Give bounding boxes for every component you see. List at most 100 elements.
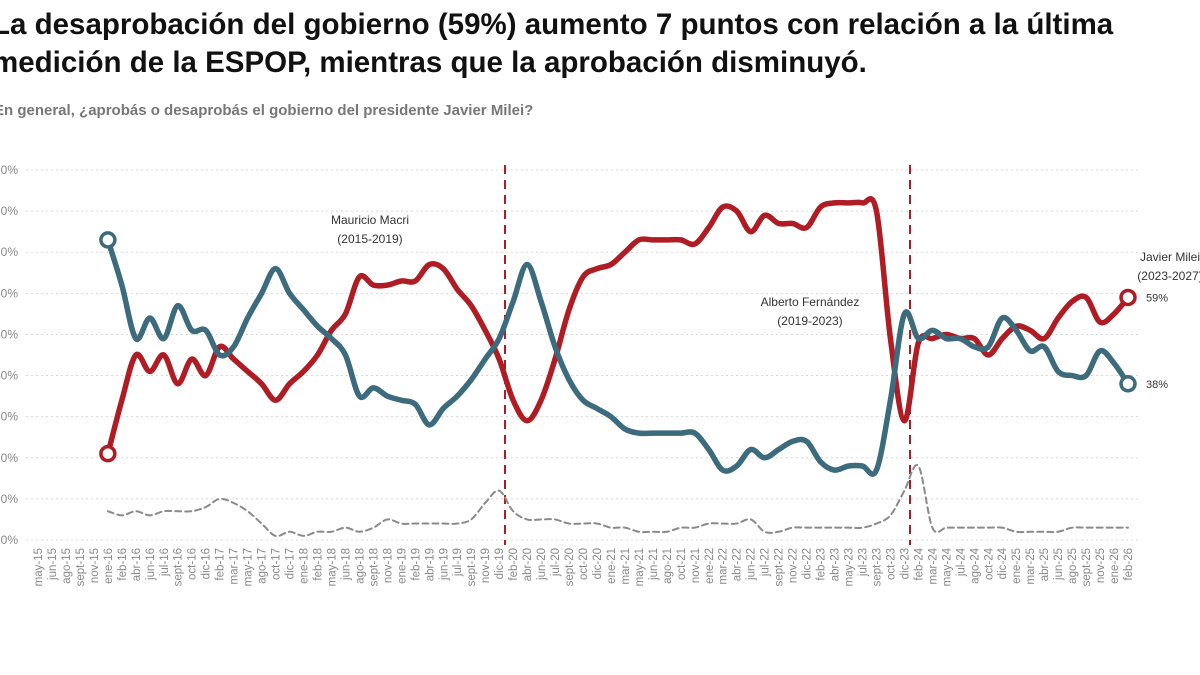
x-tick-label: sept-19 [466, 548, 478, 586]
x-tick-label: ene-18 [299, 548, 311, 584]
x-tick-label: dic-20 [592, 548, 604, 579]
x-tick-label: jun-19 [438, 548, 450, 581]
x-tick-label: dic-23 [899, 548, 911, 579]
x-tick-label: oct-23 [885, 548, 897, 580]
chart-title: La desaprobación del gobierno (59%) aume… [0, 8, 1114, 79]
x-tick-label: jul-24 [955, 547, 967, 577]
value-label: 38% [1146, 379, 1168, 391]
x-tick-label: may-15 [33, 548, 45, 586]
x-tick-label: feb-23 [816, 548, 828, 581]
x-tick-label: jul-22 [760, 548, 772, 577]
x-tick-label: sept-20 [564, 548, 576, 586]
x-tick-label: oct-20 [578, 548, 590, 580]
x-tick-label: may-21 [634, 548, 646, 586]
x-tick-label: oct-24 [983, 547, 995, 580]
x-tick-label: sept-25 [1081, 548, 1093, 586]
x-tick-label: nov-18 [382, 548, 394, 583]
x-tick-label: dic-22 [802, 548, 814, 579]
end-marker [1119, 288, 1137, 307]
x-tick-label: nov-21 [690, 548, 702, 583]
x-tick-label: feb-18 [312, 548, 324, 581]
x-tick-label: jul-16 [159, 548, 171, 577]
x-tick-label: feb-17 [215, 548, 227, 581]
x-tick-label: feb-20 [508, 548, 520, 581]
annotation: Mauricio Macri [331, 213, 409, 227]
x-tick-label: ago-15 [61, 548, 73, 584]
x-tick-label: may-18 [326, 548, 338, 586]
annotation: Alberto Fernández [761, 295, 860, 309]
y-tick-label: 30% [0, 410, 18, 424]
y-tick-label: 40% [0, 369, 18, 383]
x-tick-label: oct-17 [271, 548, 283, 580]
x-tick-label: abr-16 [131, 548, 143, 581]
x-tick-label: feb-19 [410, 548, 422, 581]
x-tick-label: ene-25 [1011, 548, 1023, 584]
x-tick-label: jun-21 [648, 548, 660, 581]
y-tick-label: 10% [0, 492, 18, 506]
x-tick-label: mar-24 [927, 547, 939, 584]
x-tick-label: ene-21 [606, 548, 618, 584]
annotation: Javier Milei [1140, 250, 1200, 264]
x-tick-label: nov-25 [1095, 548, 1107, 583]
x-tick-label: nov-15 [89, 548, 101, 583]
x-tick-label: nov-22 [788, 548, 800, 583]
x-tick-label: sept-15 [75, 548, 87, 586]
annotation: (2015-2019) [337, 232, 402, 246]
value-label: 59% [1146, 292, 1168, 304]
y-tick-label: 80% [0, 204, 18, 218]
x-tick-label: feb-24 [913, 547, 925, 580]
line-series [105, 237, 1131, 477]
x-tick-label: jul-19 [452, 548, 464, 577]
x-tick-label: ago-24 [969, 547, 981, 583]
x-tick-label: may-24 [941, 547, 953, 586]
x-tick-label: sept-23 [871, 548, 883, 586]
x-tick-label: may-23 [844, 548, 856, 586]
x-tick-label: oct-21 [676, 548, 688, 580]
y-tick-label: 60% [0, 286, 18, 300]
x-tick-label: feb-26 [1123, 548, 1135, 581]
annotation: (2019-2023) [777, 314, 842, 328]
x-tick-label: jun-15 [47, 548, 59, 581]
x-tick-label: ago-25 [1067, 548, 1079, 584]
x-tick-label: jun-18 [340, 548, 352, 581]
x-tick-label: ene-16 [103, 548, 115, 584]
x-tick-label: dic-19 [494, 548, 506, 579]
x-tick-label: abr-25 [1039, 548, 1051, 581]
end-marker [99, 444, 117, 463]
y-tick-label: 90% [0, 163, 18, 177]
x-tick-label: nov-19 [480, 548, 492, 583]
x-tick-label: dic-24 [997, 547, 1009, 579]
x-tick-label: abr-19 [424, 548, 436, 581]
x-tick-label: may-17 [243, 548, 255, 586]
x-tick-label: abr-22 [732, 548, 744, 581]
x-tick-label: jul-20 [550, 548, 562, 577]
x-tick-label: ago-18 [354, 548, 366, 584]
x-tick-label: sept-22 [774, 548, 786, 586]
end-marker [99, 231, 117, 249]
x-tick-label: dic-17 [285, 548, 297, 579]
annotation: (2023-2027) [1137, 269, 1200, 283]
x-tick-label: mar-17 [229, 548, 241, 584]
x-tick-label: dic-16 [201, 548, 213, 579]
x-tick-label: jun-25 [1053, 548, 1065, 581]
line-series [105, 196, 1131, 457]
chart-subtitle: En general, ¿aprobás o desaprobás el gob… [0, 102, 534, 119]
y-tick-label: 50% [0, 327, 18, 341]
x-tick-label: mar-21 [620, 548, 632, 584]
x-tick-label: jun-20 [536, 548, 548, 581]
y-tick-label: 20% [0, 451, 18, 465]
x-tick-label: mar-25 [1025, 548, 1037, 584]
y-tick-label: 0% [1, 533, 19, 547]
x-tick-label: feb-16 [117, 548, 129, 581]
x-tick-label: ene-26 [1109, 548, 1121, 584]
x-tick-label: jun-16 [145, 548, 157, 581]
x-tick-label: jun-22 [746, 548, 758, 581]
x-tick-label: ago-21 [662, 548, 674, 584]
x-tick-label: jul-23 [857, 548, 869, 577]
y-tick-label: 70% [0, 245, 18, 259]
end-marker [1119, 375, 1137, 393]
x-tick-label: ago-17 [257, 548, 269, 584]
x-tick-label: mar-22 [718, 548, 730, 584]
